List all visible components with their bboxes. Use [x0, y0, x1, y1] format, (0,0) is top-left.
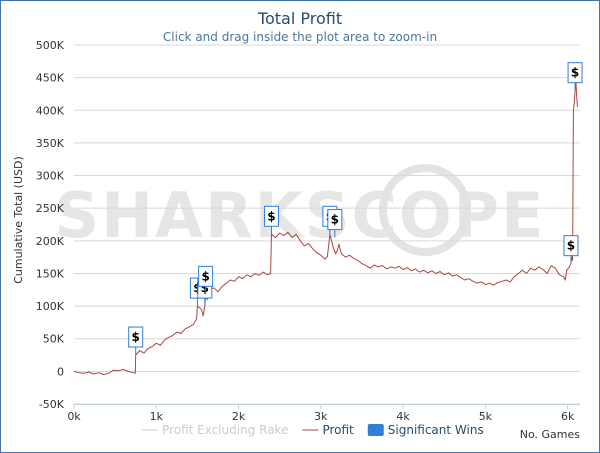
- significant-win-marker[interactable]: $: [567, 62, 583, 91]
- series-area: [73, 80, 578, 376]
- marker-box: [198, 265, 214, 287]
- legend-box-icon: [367, 424, 384, 436]
- y-tick-label: 250K: [36, 202, 65, 215]
- watermark: SHARKSCOPE: [55, 164, 543, 256]
- y-tick-label: -50K: [39, 398, 65, 411]
- y-tick-label: 350K: [36, 137, 65, 150]
- marker-label: $: [201, 281, 209, 295]
- x-tick-label: 2k: [232, 410, 246, 423]
- chart-subtitle: Click and drag inside the plot area to z…: [163, 30, 437, 44]
- grid: [74, 44, 580, 405]
- significant-win-marker[interactable]: $: [128, 326, 144, 356]
- legend-item[interactable]: Profit Excluding Rake: [142, 423, 288, 437]
- x-tick-label: 0k: [67, 410, 81, 423]
- marker-label: $: [331, 213, 339, 227]
- x-tick-label: 1k: [150, 410, 164, 423]
- y-axis-label: Cumulative Total (USD): [12, 156, 25, 284]
- y-tick-label: 150K: [36, 267, 65, 280]
- chart-title: Total Profit: [257, 9, 342, 28]
- marker-label: $: [267, 209, 275, 223]
- marker-box: [563, 235, 579, 257]
- significant-win-marker[interactable]: $: [563, 235, 579, 264]
- profit-series-line[interactable]: [73, 80, 578, 376]
- y-tick-label: 400K: [36, 104, 65, 117]
- y-tick-label: 0: [57, 365, 64, 378]
- significant-win-marker[interactable]: $: [263, 205, 279, 235]
- marker-label: $: [567, 239, 575, 253]
- significant-wins-markers: $$$$$$$$$: [128, 62, 583, 356]
- marker-label: $: [571, 66, 579, 80]
- marker-box: [327, 209, 343, 231]
- marker-box: [263, 205, 279, 227]
- y-tick-label: 500K: [36, 39, 65, 52]
- y-tick-label: 300K: [36, 170, 65, 183]
- x-tick-label: 4k: [396, 410, 410, 423]
- x-tick-label: 6k: [561, 410, 575, 423]
- marker-box: [128, 326, 144, 348]
- legend-item[interactable]: Profit: [302, 423, 354, 437]
- crosshair-icon: [379, 164, 471, 256]
- y-tick-label: 200K: [36, 235, 65, 248]
- axes: -50K 0 50K 100K 150K 200K 250K 300K 350K 400K 450K…: [36, 39, 580, 423]
- legend-item[interactable]: Significant Wins: [367, 423, 484, 437]
- legend-label: Profit Excluding Rake: [162, 423, 288, 437]
- legend-label: Profit: [322, 423, 354, 437]
- y-tick-label: 50K: [43, 333, 65, 346]
- significant-win-marker[interactable]: $: [327, 209, 343, 238]
- x-tick-label: 3k: [314, 410, 328, 423]
- x-tick-label: 5k: [479, 410, 493, 423]
- y-tick-label: 450K: [36, 72, 65, 85]
- y-tick-label: 100K: [36, 300, 65, 313]
- legend: Profit Excluding Rake Profit Significant W…: [142, 423, 484, 437]
- significant-win-marker[interactable]: $: [198, 265, 214, 295]
- marker-box: [567, 62, 583, 84]
- marker-label: $: [201, 269, 209, 283]
- legend-label: Significant Wins: [388, 423, 484, 437]
- x-axis-label: No. Games: [520, 428, 581, 441]
- marker-label: $: [132, 330, 140, 344]
